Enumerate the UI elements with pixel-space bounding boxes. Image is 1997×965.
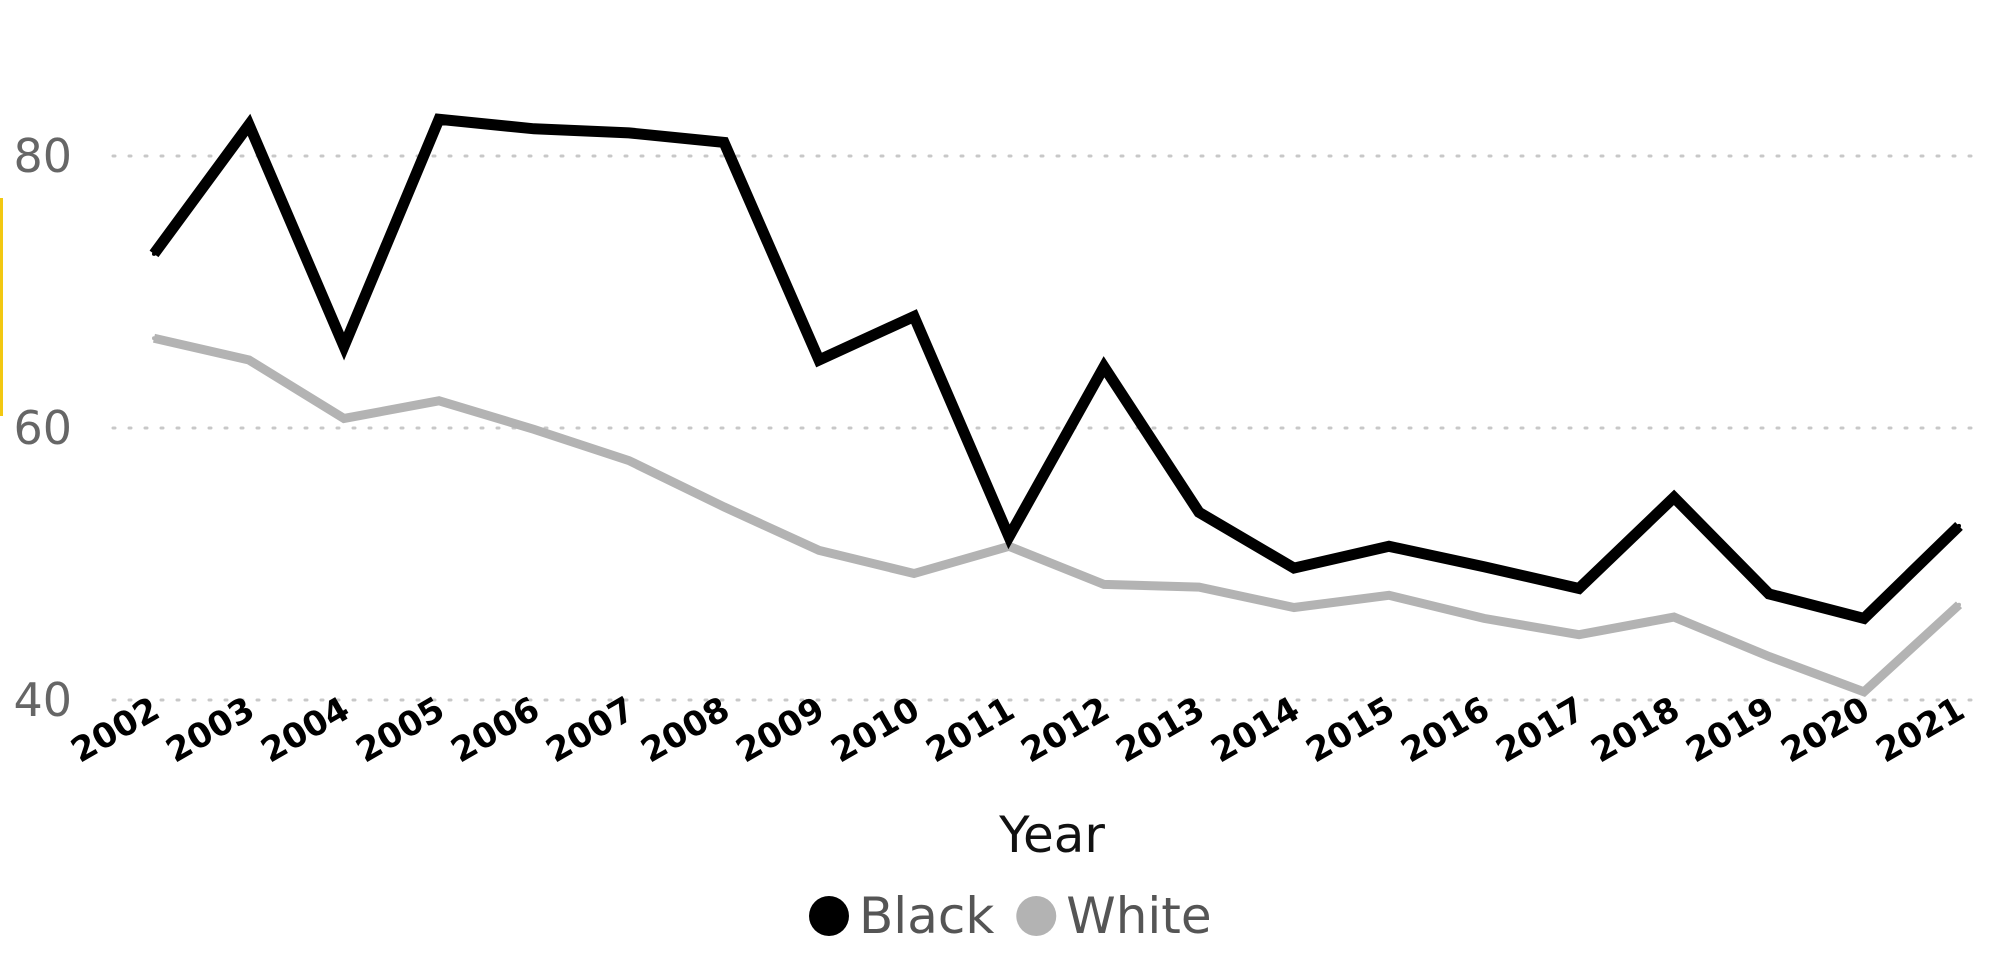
- data-point-black: [1292, 566, 1296, 571]
- data-point-black: [437, 117, 441, 122]
- data-point-black: [342, 344, 346, 349]
- data-point-black: [152, 251, 156, 256]
- data-point-black: [722, 140, 726, 145]
- x-tick-label: 2009: [730, 689, 832, 771]
- data-point-black: [1387, 544, 1391, 549]
- data-point-white: [437, 398, 441, 403]
- data-point-white: [1862, 689, 1866, 694]
- legend-label-white: White: [1066, 887, 1211, 945]
- x-tick-label: 2007: [540, 689, 642, 771]
- data-point-black: [247, 122, 251, 127]
- x-tick-label: 2018: [1585, 689, 1687, 771]
- data-point-white: [1387, 593, 1391, 598]
- legend: Black White: [809, 887, 1212, 945]
- series-line-white: [152, 333, 1963, 698]
- data-point-black: [1767, 591, 1771, 596]
- x-tick-label: 2013: [1110, 689, 1212, 771]
- x-tick-label: 2008: [635, 689, 737, 771]
- data-point-black: [1577, 586, 1581, 591]
- series-lines: [149, 113, 1963, 698]
- data-point-black: [912, 314, 916, 319]
- y-tick-label: 60: [13, 401, 72, 455]
- data-point-white: [1957, 602, 1961, 607]
- x-tick-label: 2014: [1205, 689, 1307, 771]
- legend-label-black: Black: [859, 887, 994, 945]
- data-point-white: [1482, 616, 1486, 621]
- y-axis-ticks: 40 60 80: [13, 129, 72, 727]
- x-tick-label: 2005: [350, 689, 452, 771]
- x-tick-label: 2011: [920, 689, 1022, 771]
- data-point-white: [1672, 615, 1676, 620]
- data-point-white: [1102, 582, 1106, 587]
- x-tick-label: 2021: [1870, 689, 1972, 771]
- x-tick-label: 2006: [445, 689, 547, 771]
- legend-marker-black: [809, 896, 849, 936]
- data-point-black: [1197, 510, 1201, 515]
- series-line-black: [149, 113, 1963, 625]
- data-point-white: [722, 504, 726, 509]
- y-tick-label: 80: [13, 129, 72, 183]
- data-point-black: [1672, 495, 1676, 500]
- data-point-black: [1957, 523, 1961, 528]
- data-point-white: [532, 427, 536, 432]
- x-tick-label: 2002: [65, 689, 167, 771]
- data-point-white: [1767, 654, 1771, 659]
- data-point-white: [912, 571, 916, 576]
- data-point-white: [1577, 632, 1581, 637]
- data-point-white: [1197, 585, 1201, 590]
- data-point-black: [1102, 364, 1106, 369]
- data-point-white: [627, 458, 631, 463]
- data-point-black: [627, 130, 631, 135]
- data-point-white: [1292, 605, 1296, 610]
- data-point-black: [1862, 616, 1866, 621]
- x-axis-title: Year: [998, 806, 1105, 864]
- x-tick-label: 2010: [825, 689, 927, 771]
- data-point-black: [817, 358, 821, 362]
- data-point-white: [342, 416, 346, 421]
- y-tick-label: 40: [13, 673, 72, 727]
- data-point-black: [1007, 534, 1011, 539]
- x-axis-ticks: 2002200320042005200620072008200920102011…: [65, 689, 1972, 771]
- legend-marker-white: [1016, 896, 1057, 936]
- data-point-white: [152, 336, 156, 341]
- data-point-white: [247, 358, 251, 362]
- data-point-black: [532, 126, 536, 131]
- data-point-white: [817, 548, 821, 553]
- data-point-black: [1482, 564, 1486, 569]
- x-tick-label: 2012: [1015, 689, 1117, 771]
